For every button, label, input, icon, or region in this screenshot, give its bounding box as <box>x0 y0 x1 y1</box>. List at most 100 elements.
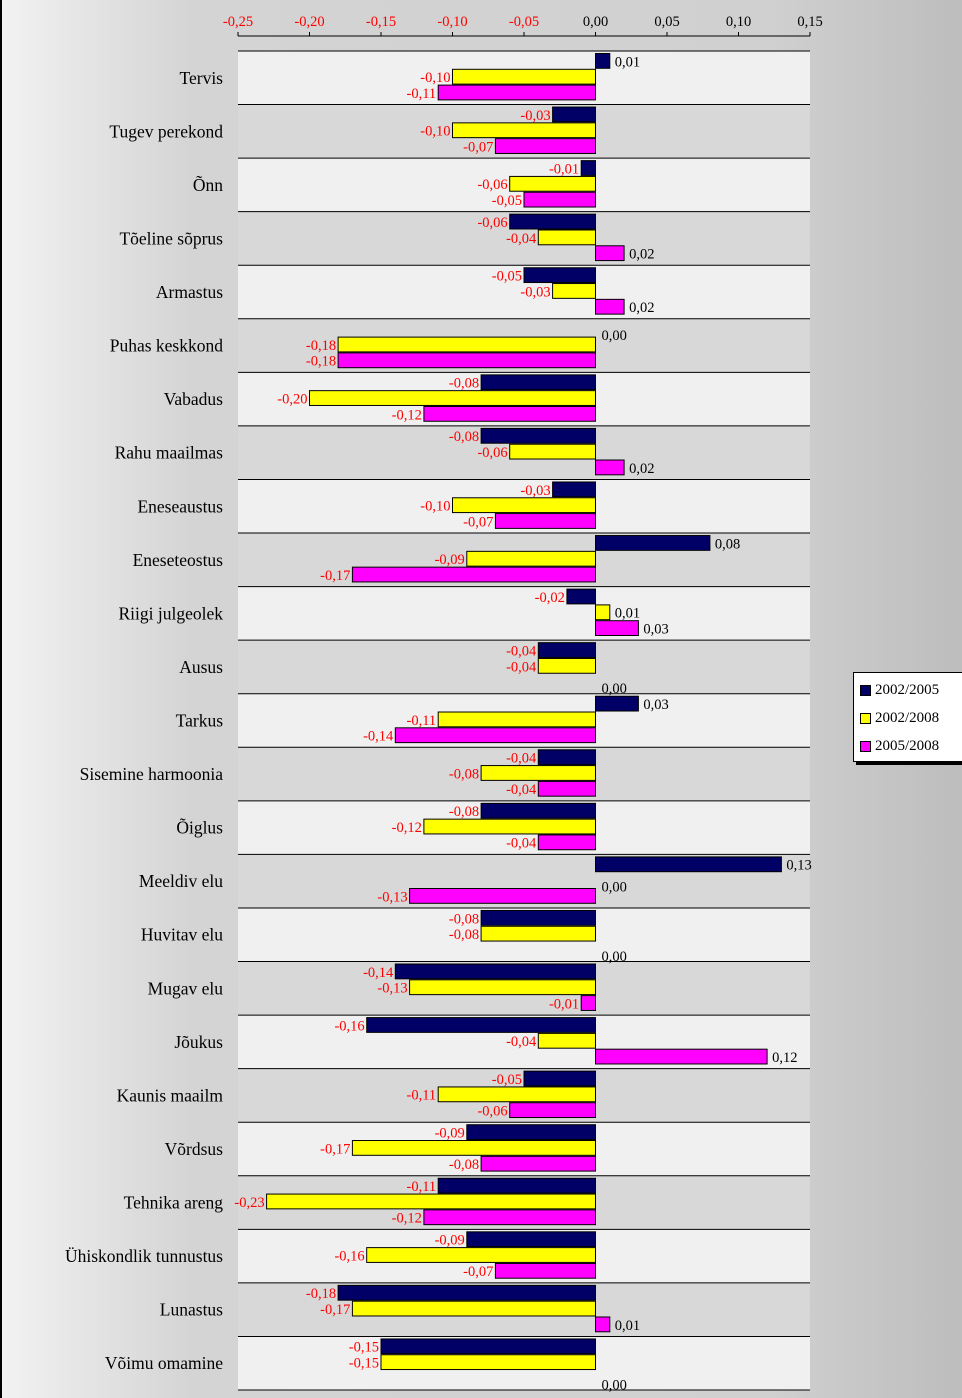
x-axis-tick-labels: -0,25 -0,20 -0,15 -0,10 -0,05 0,00 0,05 0,10 0,1… <box>223 14 823 30</box>
bar-2005-2008 <box>480 1155 597 1172</box>
bar-2002-2005 <box>366 1017 597 1033</box>
data-label: -0,12 <box>392 407 422 423</box>
data-label: -0,15 <box>349 1340 379 1356</box>
data-label: -0,15 <box>349 1356 379 1372</box>
category-label: Tervis <box>180 68 224 88</box>
bar-2002-2008 <box>437 1086 597 1103</box>
bar-2002-2005 <box>552 106 596 123</box>
bar-2002-2005 <box>595 535 711 551</box>
data-label: -0,14 <box>363 729 394 745</box>
data-label: -0,07 <box>463 1264 493 1280</box>
category-label: Ühiskondlik tunnustus <box>65 1246 223 1266</box>
data-label: -0,06 <box>477 177 507 193</box>
data-label: -0,23 <box>234 1195 264 1211</box>
bar-2005-2008 <box>523 191 596 208</box>
data-label: -0,12 <box>392 820 422 836</box>
bar-2002-2008 <box>351 1140 596 1156</box>
data-label: -0,01 <box>549 996 579 1012</box>
bar-2002-2005 <box>480 427 597 444</box>
bar-2002-2005 <box>437 1177 597 1194</box>
category-labels: Tervis Tugev perekond Õnn Tõeline sõprus Arm… <box>65 68 223 1373</box>
category-band <box>238 640 810 694</box>
bar-2002-2005 <box>509 213 597 230</box>
data-label: -0,06 <box>477 215 507 231</box>
data-label: -0,05 <box>492 1072 522 1088</box>
data-label: -0,16 <box>334 1018 364 1034</box>
data-label: -0,04 <box>506 231 537 247</box>
data-label: 0,03 <box>643 697 668 713</box>
category-label: Ausus <box>179 657 223 677</box>
bar-2005-2008 <box>537 834 596 851</box>
data-labels: 0,01-0,10-0,11-0,03-0,10-0,07-0,01-0,06-… <box>234 54 811 1393</box>
x-tick-label: -0,15 <box>366 14 396 30</box>
data-label: -0,09 <box>435 552 465 568</box>
bar-2005-2008 <box>509 1102 597 1119</box>
bar-2002-2008 <box>480 765 597 781</box>
bar-2002-2005 <box>523 267 596 284</box>
data-label: 0,02 <box>629 300 654 316</box>
bar-2005-2008 <box>595 1048 768 1065</box>
category-label: Puhas keskkond <box>110 336 224 356</box>
data-label: 0,00 <box>602 949 627 965</box>
legend-item-2: 2002/2008 <box>860 708 939 728</box>
bar-2005-2008 <box>423 1209 596 1226</box>
legend-item-1: 2002/2005 <box>860 680 939 700</box>
category-label: Vabadus <box>164 389 223 409</box>
data-label: 0,00 <box>602 880 627 896</box>
data-label: -0,05 <box>492 193 522 209</box>
data-label: -0,18 <box>306 338 336 354</box>
bar-2002-2008 <box>480 925 597 942</box>
category-label: Võimu omamine <box>105 1353 223 1373</box>
data-label: -0,08 <box>449 766 479 782</box>
bar-2002-2008 <box>537 1032 596 1049</box>
category-label: Lunastus <box>160 1300 223 1320</box>
data-label: -0,12 <box>392 1211 422 1227</box>
bar-2005-2008 <box>595 620 639 637</box>
category-label: Eneseaustus <box>137 496 223 516</box>
legend-label: 2005/2008 <box>875 737 940 754</box>
bar-2005-2008 <box>494 1262 596 1279</box>
x-tick-label: -0,20 <box>294 14 324 30</box>
bar-2002-2008 <box>452 497 596 514</box>
category-label: Tõeline sõprus <box>119 228 223 248</box>
data-label: -0,03 <box>520 284 550 300</box>
bar-2002-2005 <box>595 695 639 712</box>
data-label: -0,11 <box>407 86 437 102</box>
legend: 2002/2005 2002/2008 2005/2008 <box>853 672 962 762</box>
x-tick-label: 0,05 <box>654 14 679 30</box>
bar-2002-2005 <box>480 374 597 391</box>
data-label: -0,16 <box>334 1248 364 1264</box>
category-band <box>238 586 810 641</box>
data-label: -0,08 <box>449 927 479 943</box>
bar-2005-2008 <box>595 1316 611 1333</box>
data-label: -0,09 <box>435 1233 465 1249</box>
data-label: -0,13 <box>377 981 407 997</box>
bar-2002-2008 <box>537 657 596 674</box>
data-label: -0,04 <box>506 643 537 659</box>
bar-2002-2008 <box>351 1300 596 1317</box>
bar-2002-2008 <box>509 443 597 460</box>
category-label: Armastus <box>156 282 223 302</box>
bar-2002-2005 <box>595 856 782 873</box>
data-label: 0,00 <box>602 681 627 697</box>
bar-2002-2008 <box>309 390 596 406</box>
bar-2005-2008 <box>409 888 596 904</box>
data-label: -0,10 <box>420 124 450 140</box>
bar-2002-2008 <box>423 818 596 835</box>
data-label: 0,13 <box>786 858 811 874</box>
x-tick-label: 0,10 <box>726 14 751 30</box>
category-label: Õiglus <box>176 818 223 838</box>
bar-2002-2005 <box>537 749 596 766</box>
category-label: Meeldiv elu <box>139 871 223 891</box>
data-label: -0,03 <box>520 483 550 499</box>
data-label: 0,12 <box>772 1050 797 1066</box>
data-label: -0,14 <box>363 965 394 981</box>
x-tick-label: 0,00 <box>583 14 608 30</box>
bar-2002-2005 <box>523 1070 596 1087</box>
bar-2002-2005 <box>552 481 596 498</box>
data-label: -0,11 <box>407 713 437 729</box>
legend-label: 2002/2005 <box>875 681 940 698</box>
bar-2005-2008 <box>595 245 625 262</box>
data-label: 0,01 <box>615 1318 640 1334</box>
data-label: 0,02 <box>629 247 654 263</box>
